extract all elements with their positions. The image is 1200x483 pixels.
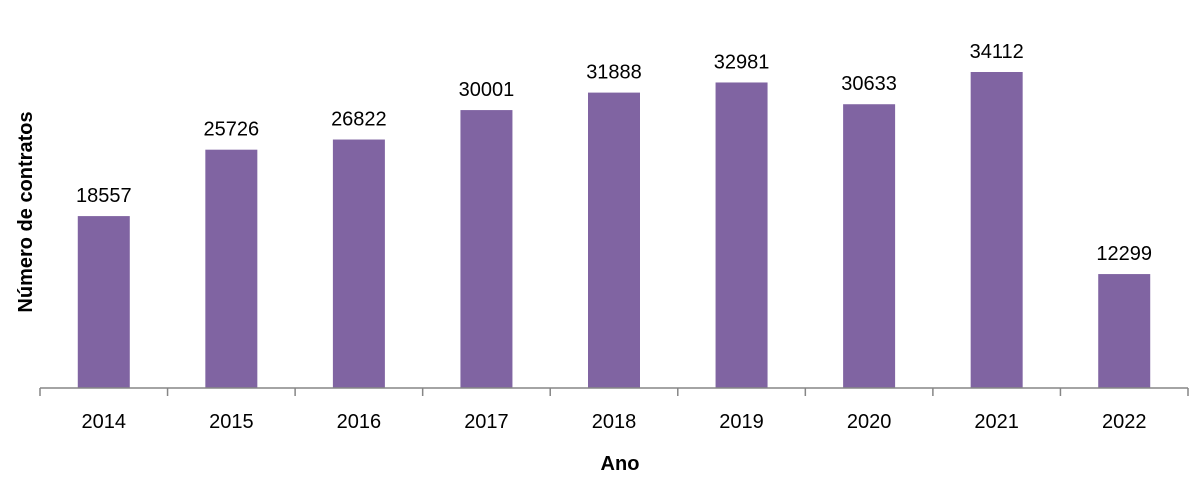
bar-2015 bbox=[205, 149, 258, 388]
data-label-2019: 32981 bbox=[714, 51, 770, 73]
bar-2020 bbox=[843, 104, 896, 388]
y-axis-title: Número de contratos bbox=[15, 111, 37, 312]
x-tick-label-2017: 2017 bbox=[464, 411, 509, 433]
bars-group bbox=[77, 72, 1151, 389]
data-label-2021: 34112 bbox=[970, 41, 1024, 63]
x-tick-label-2016: 2016 bbox=[337, 411, 382, 433]
data-label-2020: 30633 bbox=[841, 73, 897, 95]
data-labels-group: 18557 25726 26822 30001 31888 32981 30633 34112… bbox=[76, 41, 1152, 265]
bar-2017 bbox=[460, 110, 513, 388]
x-tick-label-2020: 2020 bbox=[847, 411, 892, 433]
bar-2021 bbox=[970, 72, 1023, 388]
data-label-2017: 30001 bbox=[459, 79, 515, 101]
x-tick-label-2014: 2014 bbox=[82, 411, 127, 433]
x-tick-label-2018: 2018 bbox=[592, 411, 637, 433]
x-tick-labels: 2014 2015 2016 2017 2018 2019 2020 2021 2022 bbox=[82, 411, 1147, 433]
data-label-2015: 25726 bbox=[204, 119, 260, 141]
x-axis-ticks bbox=[39, 388, 1189, 396]
data-label-2016: 26822 bbox=[331, 109, 387, 131]
bar-2019 bbox=[715, 82, 768, 388]
bar-2022 bbox=[1098, 274, 1151, 388]
x-tick-label-2021: 2021 bbox=[974, 411, 1019, 433]
data-label-2014: 18557 bbox=[76, 185, 132, 207]
data-label-2018: 31888 bbox=[586, 62, 642, 84]
x-tick-label-2015: 2015 bbox=[209, 411, 254, 433]
data-label-2022: 12299 bbox=[1096, 243, 1152, 265]
x-tick-label-2022: 2022 bbox=[1102, 411, 1147, 433]
x-tick-label-2019: 2019 bbox=[719, 411, 764, 433]
bar-2014 bbox=[77, 216, 130, 388]
bar-2018 bbox=[588, 92, 640, 389]
bar-2016 bbox=[332, 139, 385, 388]
x-axis-title: Ano bbox=[601, 453, 640, 475]
